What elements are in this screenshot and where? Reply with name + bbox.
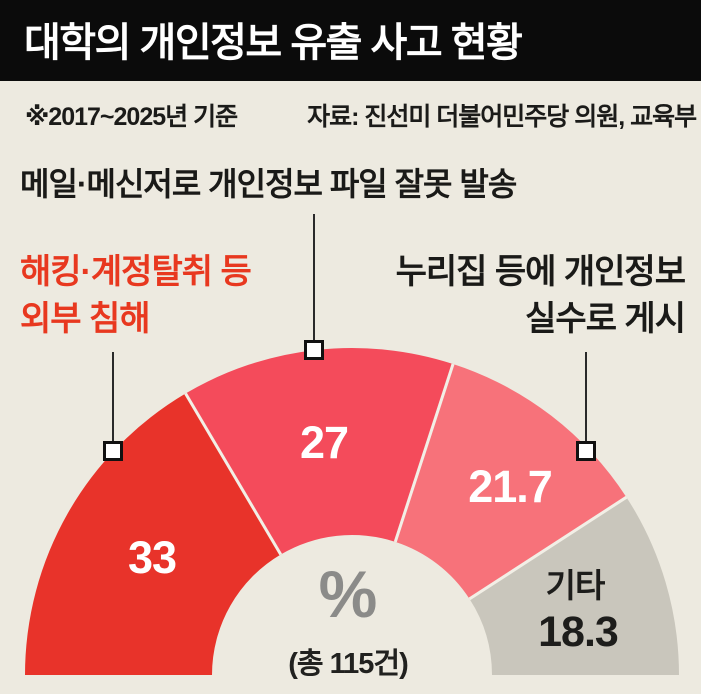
callout-hack-line1: 해킹·계정탈취 등 [20, 253, 252, 291]
callout-hack-label: 해킹·계정탈취 등 외부 침해 [20, 249, 252, 343]
callout-web-leader-line [585, 352, 587, 442]
segment-value-label-2: 27 [300, 417, 348, 468]
segment-value-label-3: 21.7 [468, 461, 552, 512]
page-title: 대학의 개인정보 유출 사고 현황 [24, 20, 523, 65]
center-total-label: (총 115건) [288, 648, 409, 680]
callout-mail-label: 메일·메신저로 개인정보 파일 잘못 발송 [20, 161, 517, 208]
chart-segment-2 [185, 347, 454, 555]
chart-segment-1 [25, 393, 281, 675]
title-bar: 대학의 개인정보 유출 사고 현황 [0, 0, 701, 81]
segment-divider-1 [184, 392, 283, 556]
note-source: 자료: 진선미 더불어민주당 의원, 교육부 [307, 103, 697, 131]
chart-segment-4 [469, 497, 679, 675]
callout-web-line2: 실수로 게시 [525, 300, 686, 338]
callout-hack-leader-line [112, 352, 114, 442]
chart-segment-3 [395, 364, 627, 599]
callout-web-line1: 누리집 등에 개인정보 [395, 253, 686, 291]
callout-mail-line1: 메일·메신저로 개인정보 파일 잘못 발송 [20, 166, 517, 202]
callout-mail-marker [304, 340, 324, 360]
callout-hack-marker [103, 441, 123, 461]
center-unit-symbol: % [318, 557, 378, 631]
callout-hack-line2: 외부 침해 [20, 300, 151, 338]
segment-value-label-4: 18.3 [538, 608, 618, 656]
note-basis: ※2017~2025년 기준 [25, 103, 238, 131]
segment-name-label-4: 기타 [546, 567, 606, 604]
callout-web-marker [576, 441, 596, 461]
callout-mail-leader-line [313, 214, 315, 341]
note-line: ※2017~2025년 기준 자료: 진선미 더불어민주당 의원, 교육부 [25, 97, 697, 133]
callout-web-label: 누리집 등에 개인정보 실수로 게시 [395, 249, 686, 343]
segment-divider-2 [393, 363, 455, 543]
segment-divider-3 [468, 495, 628, 601]
segment-value-label-1: 33 [128, 532, 176, 583]
